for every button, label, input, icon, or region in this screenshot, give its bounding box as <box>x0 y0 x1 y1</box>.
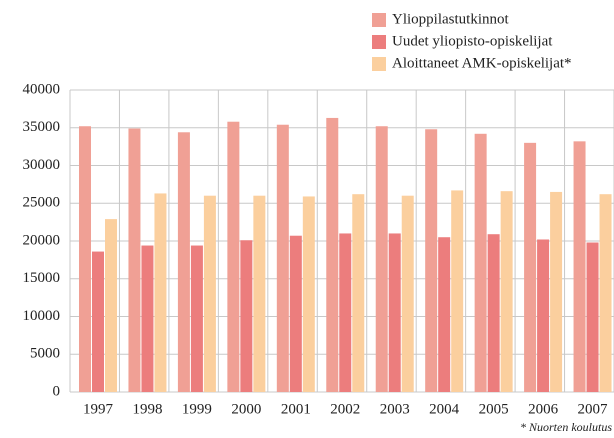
bar <box>537 239 550 392</box>
bar <box>154 193 167 392</box>
bar <box>524 142 537 392</box>
bar <box>253 195 266 392</box>
y-tick-label: 20000 <box>23 232 61 248</box>
legend-label: Aloittaneet AMK-opiskelijat* <box>392 55 572 71</box>
bar <box>105 219 117 392</box>
x-tick-label: 2005 <box>479 401 509 417</box>
y-tick-label: 30000 <box>23 157 61 173</box>
y-tick-label: 25000 <box>23 195 61 211</box>
y-tick-label: 10000 <box>23 308 61 324</box>
x-tick-label: 2007 <box>578 401 609 417</box>
bar <box>339 233 352 392</box>
bar <box>500 191 513 392</box>
bar <box>425 129 438 392</box>
bar <box>352 194 365 392</box>
x-tick-label: 2001 <box>281 401 311 417</box>
legend-swatch <box>372 13 386 27</box>
bar <box>375 126 388 393</box>
y-tick-label: 15000 <box>23 270 61 286</box>
legend-swatch <box>372 35 386 49</box>
x-tick-label: 2002 <box>330 401 360 417</box>
bar <box>474 133 487 393</box>
x-tick-label: 2000 <box>231 401 261 417</box>
bar <box>177 132 190 392</box>
bar <box>573 141 586 392</box>
bar <box>240 240 253 392</box>
bar <box>79 126 91 393</box>
y-tick-label: 35000 <box>23 119 61 135</box>
x-tick-label: 1999 <box>182 401 212 417</box>
x-tick-label: 2006 <box>528 401 559 417</box>
bar <box>128 128 141 392</box>
bar <box>487 234 500 392</box>
bar <box>599 194 612 392</box>
bar <box>401 195 414 392</box>
bar <box>227 121 240 393</box>
bar <box>451 190 464 392</box>
legend-label: Uudet yliopisto-opiskelijat <box>392 33 553 49</box>
y-tick-label: 0 <box>53 383 61 399</box>
bar <box>388 233 401 392</box>
bar <box>326 117 339 392</box>
y-tick-label: 5000 <box>30 346 60 362</box>
bar <box>141 245 154 392</box>
bar <box>276 124 289 392</box>
x-tick-label: 1998 <box>132 401 162 417</box>
x-tick-label: 2004 <box>429 401 460 417</box>
bar <box>92 251 104 392</box>
bar <box>438 237 451 392</box>
legend-label: Ylioppilastutkinnot <box>392 11 510 27</box>
bar <box>302 196 315 392</box>
bar <box>190 245 203 392</box>
bar <box>550 191 563 392</box>
y-tick-label: 40000 <box>23 81 61 97</box>
x-tick-label: 2003 <box>380 401 410 417</box>
x-tick-label: 1997 <box>83 401 114 417</box>
bar <box>203 195 216 392</box>
bar <box>289 235 302 392</box>
bar <box>586 242 599 392</box>
footnote: * Nuorten koulutus <box>520 420 612 434</box>
legend-swatch <box>372 57 386 71</box>
